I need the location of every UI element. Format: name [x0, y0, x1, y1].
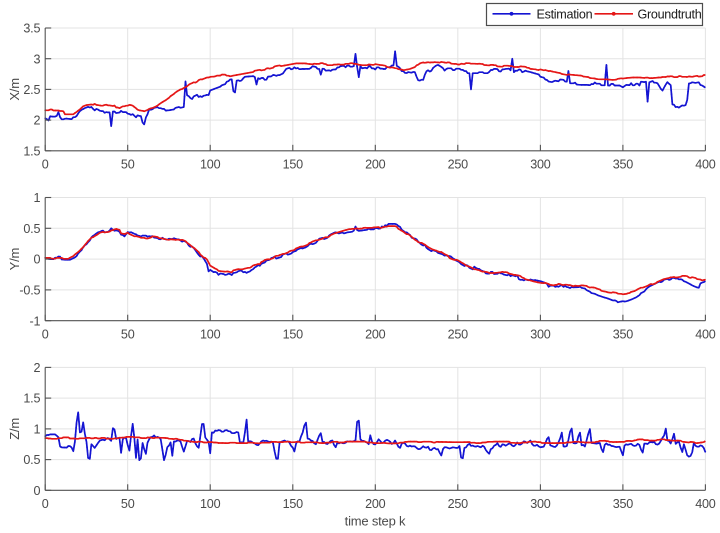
svg-text:Estimation: Estimation — [537, 8, 593, 22]
svg-text:3.5: 3.5 — [23, 22, 40, 36]
svg-text:X/m: X/m — [7, 78, 22, 101]
svg-text:2: 2 — [33, 361, 40, 375]
svg-text:0.5: 0.5 — [23, 453, 40, 467]
svg-text:1.5: 1.5 — [23, 392, 40, 406]
svg-text:0: 0 — [42, 327, 49, 341]
svg-text:2: 2 — [33, 114, 40, 128]
svg-text:50: 50 — [121, 157, 135, 171]
svg-text:150: 150 — [283, 327, 304, 341]
svg-text:250: 250 — [448, 327, 469, 341]
svg-text:350: 350 — [613, 497, 634, 511]
svg-text:350: 350 — [613, 157, 634, 171]
svg-text:3: 3 — [33, 52, 40, 66]
svg-text:200: 200 — [365, 497, 386, 511]
svg-text:350: 350 — [613, 327, 634, 341]
svg-text:400: 400 — [695, 497, 716, 511]
svg-text:250: 250 — [448, 157, 469, 171]
svg-text:0: 0 — [42, 157, 49, 171]
svg-text:100: 100 — [200, 157, 221, 171]
svg-text:100: 100 — [200, 497, 221, 511]
svg-text:300: 300 — [530, 327, 551, 341]
svg-text:150: 150 — [283, 157, 304, 171]
svg-text:300: 300 — [530, 497, 551, 511]
svg-text:300: 300 — [530, 157, 551, 171]
svg-text:2.5: 2.5 — [23, 83, 40, 97]
svg-text:Groundtruth: Groundtruth — [638, 8, 702, 22]
svg-text:50: 50 — [121, 497, 135, 511]
svg-text:Z/m: Z/m — [7, 418, 22, 440]
svg-text:0.5: 0.5 — [23, 222, 40, 236]
svg-text:1: 1 — [33, 191, 40, 205]
svg-text:1: 1 — [33, 423, 40, 437]
svg-text:-0.5: -0.5 — [19, 284, 40, 298]
svg-text:50: 50 — [121, 327, 135, 341]
svg-text:0: 0 — [33, 484, 40, 498]
svg-text:time step k: time step k — [345, 514, 406, 529]
svg-text:1.5: 1.5 — [23, 144, 40, 158]
svg-text:250: 250 — [448, 497, 469, 511]
svg-text:200: 200 — [365, 327, 386, 341]
svg-text:200: 200 — [365, 157, 386, 171]
svg-text:100: 100 — [200, 327, 221, 341]
svg-text:400: 400 — [695, 157, 716, 171]
svg-text:-1: -1 — [29, 314, 40, 328]
svg-text:150: 150 — [283, 497, 304, 511]
svg-text:0: 0 — [42, 497, 49, 511]
svg-text:0: 0 — [33, 253, 40, 267]
svg-text:Y/m: Y/m — [7, 248, 22, 271]
svg-text:400: 400 — [695, 327, 716, 341]
